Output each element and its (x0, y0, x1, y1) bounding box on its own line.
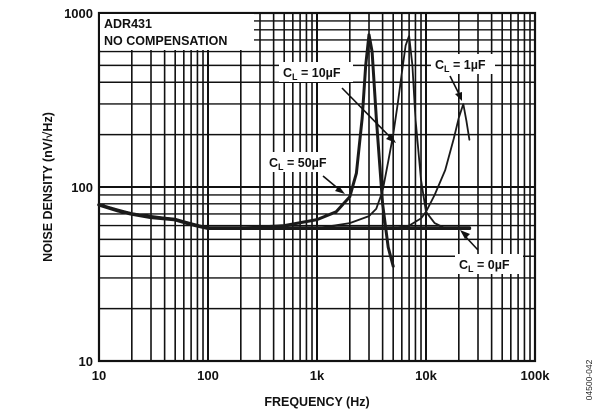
plot-frame (97, 11, 537, 363)
title-box-bg (100, 14, 254, 50)
y-tick-label: 10 (79, 354, 93, 369)
x-tick-label: 10k (415, 368, 437, 383)
x-tick-label: 10 (92, 368, 106, 383)
svg-text:CL = 10µF: CL = 10µF (283, 66, 341, 82)
figure-code: 04500-042 (584, 359, 594, 400)
annotation-1uf: CL = 1µF (431, 54, 495, 101)
tick-labels: 10 100 1k 10k 100k 10 100 1000 (64, 6, 550, 383)
x-tick-label: 100k (521, 368, 551, 383)
annotation-10uf: CL = 10µF (279, 62, 396, 143)
annotation-0uf: CL = 0µF (455, 230, 523, 274)
y-tick-label: 1000 (64, 6, 93, 21)
title-line-2: NO COMPENSATION (104, 34, 227, 48)
svg-text:CL = 50µF: CL = 50µF (269, 156, 327, 172)
arrow-10uf (341, 87, 394, 141)
curves (97, 33, 472, 268)
grid (97, 11, 537, 363)
series-line-c-l-50-f (97, 33, 395, 268)
x-tick-label: 100 (197, 368, 219, 383)
y-axis-label: NOISE DENSITY (nV/√Hz) (41, 112, 55, 262)
svg-text:CL = 0µF: CL = 0µF (459, 258, 510, 274)
arrow-1uf (449, 75, 461, 97)
x-tick-label: 1k (310, 368, 325, 383)
svg-text:CL = 1µF: CL = 1µF (435, 58, 486, 74)
series-line-c-l-1-f (392, 103, 471, 230)
y-tick-label: 100 (71, 180, 93, 195)
series-line-c-l-10-f (316, 34, 447, 230)
annotation-50uf: CL = 50µF (265, 152, 345, 194)
x-axis-label: FREQUENCY (Hz) (264, 395, 369, 409)
title-line-1: ADR431 (104, 17, 152, 31)
